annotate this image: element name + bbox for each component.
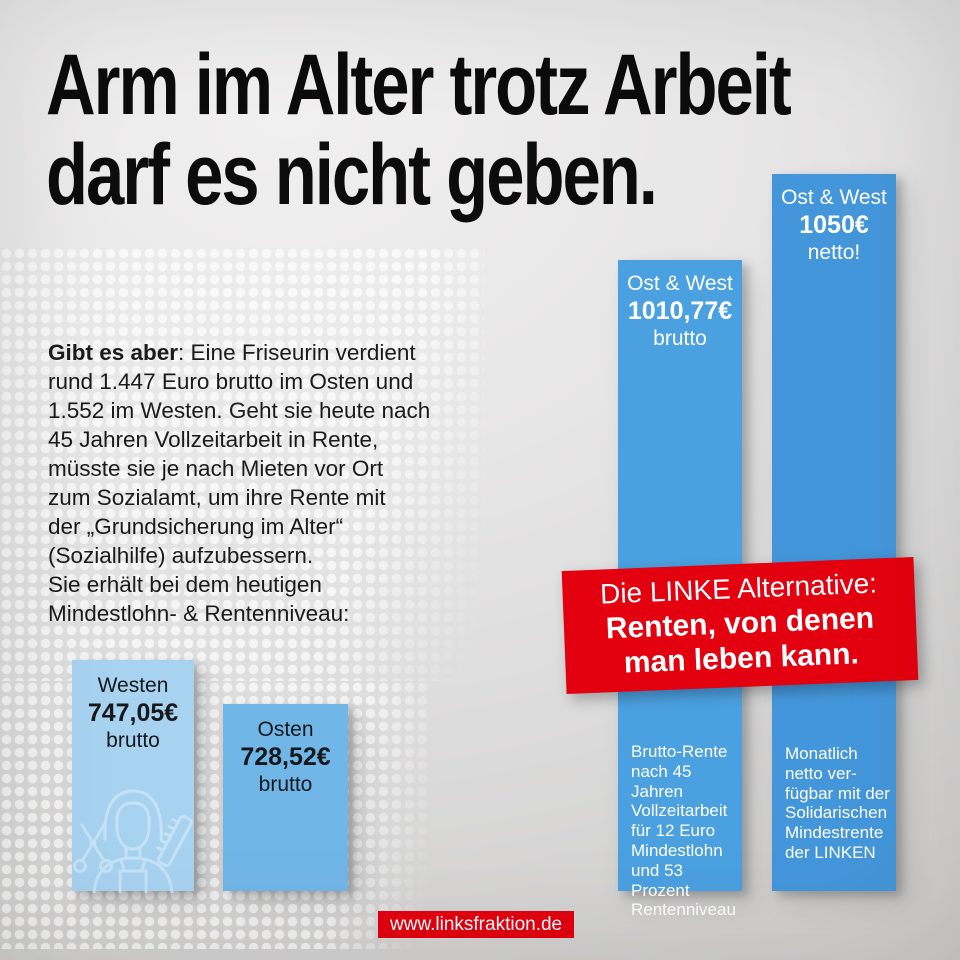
- bar-qualifier: brutto: [258, 773, 313, 796]
- intro-lead-bold: Gibt es aber: [48, 340, 179, 365]
- bar-region-label: Westen: [97, 674, 169, 697]
- alternative-banner: Die LINKE Alternative: Renten, von denen…: [561, 556, 919, 695]
- hairdresser-icon: [73, 789, 193, 893]
- bar-amount: 1050€: [799, 211, 869, 239]
- world-map-dots: [0, 247, 484, 681]
- intro-paragraph: Gibt es aber: Eine Friseurin verdient run…: [48, 338, 508, 628]
- bar-qualifier: brutto: [653, 327, 707, 350]
- headline-line-1: Arm im Alter trotz Arbeit: [46, 37, 792, 133]
- footer-url-link[interactable]: www.linksfraktion.de: [378, 911, 575, 938]
- bar-region-label: Osten: [257, 718, 314, 741]
- bar-amount: 747,05€: [87, 699, 179, 727]
- bar-qualifier: brutto: [106, 729, 160, 752]
- bar-amount: 1010,77€: [627, 297, 733, 325]
- bar-westen-brutto: Westen 747,05€ brutto: [72, 660, 194, 893]
- bar-qualifier: netto!: [807, 241, 861, 264]
- intro-body: rund 1.447 Euro brutto im Osten und 1.55…: [48, 369, 431, 626]
- world-map-dots: [0, 681, 428, 949]
- bar-footnote: Monatlich netto ver- fügbar mit der Soli…: [785, 744, 890, 862]
- headline-line-2: darf es nicht geben.: [46, 127, 658, 223]
- bar-footnote: Brutto-Rente nach 45 Jahren Vollzeitarbe…: [631, 742, 736, 920]
- intro-lead-rest: : Eine Friseurin verdient: [178, 340, 416, 365]
- bar-region-label: Ost & West: [627, 272, 733, 295]
- bar-amount: 728,52€: [240, 743, 331, 771]
- bar-region-label: Ost & West: [781, 186, 887, 209]
- bar-ost-west-netto: Ost & West 1050€ netto! Monatlich netto …: [772, 174, 896, 891]
- bar-osten-brutto: Osten 728,52€ brutto: [223, 704, 348, 891]
- page-title: Arm im Alter trotz Arbeit darf es nicht …: [46, 40, 960, 220]
